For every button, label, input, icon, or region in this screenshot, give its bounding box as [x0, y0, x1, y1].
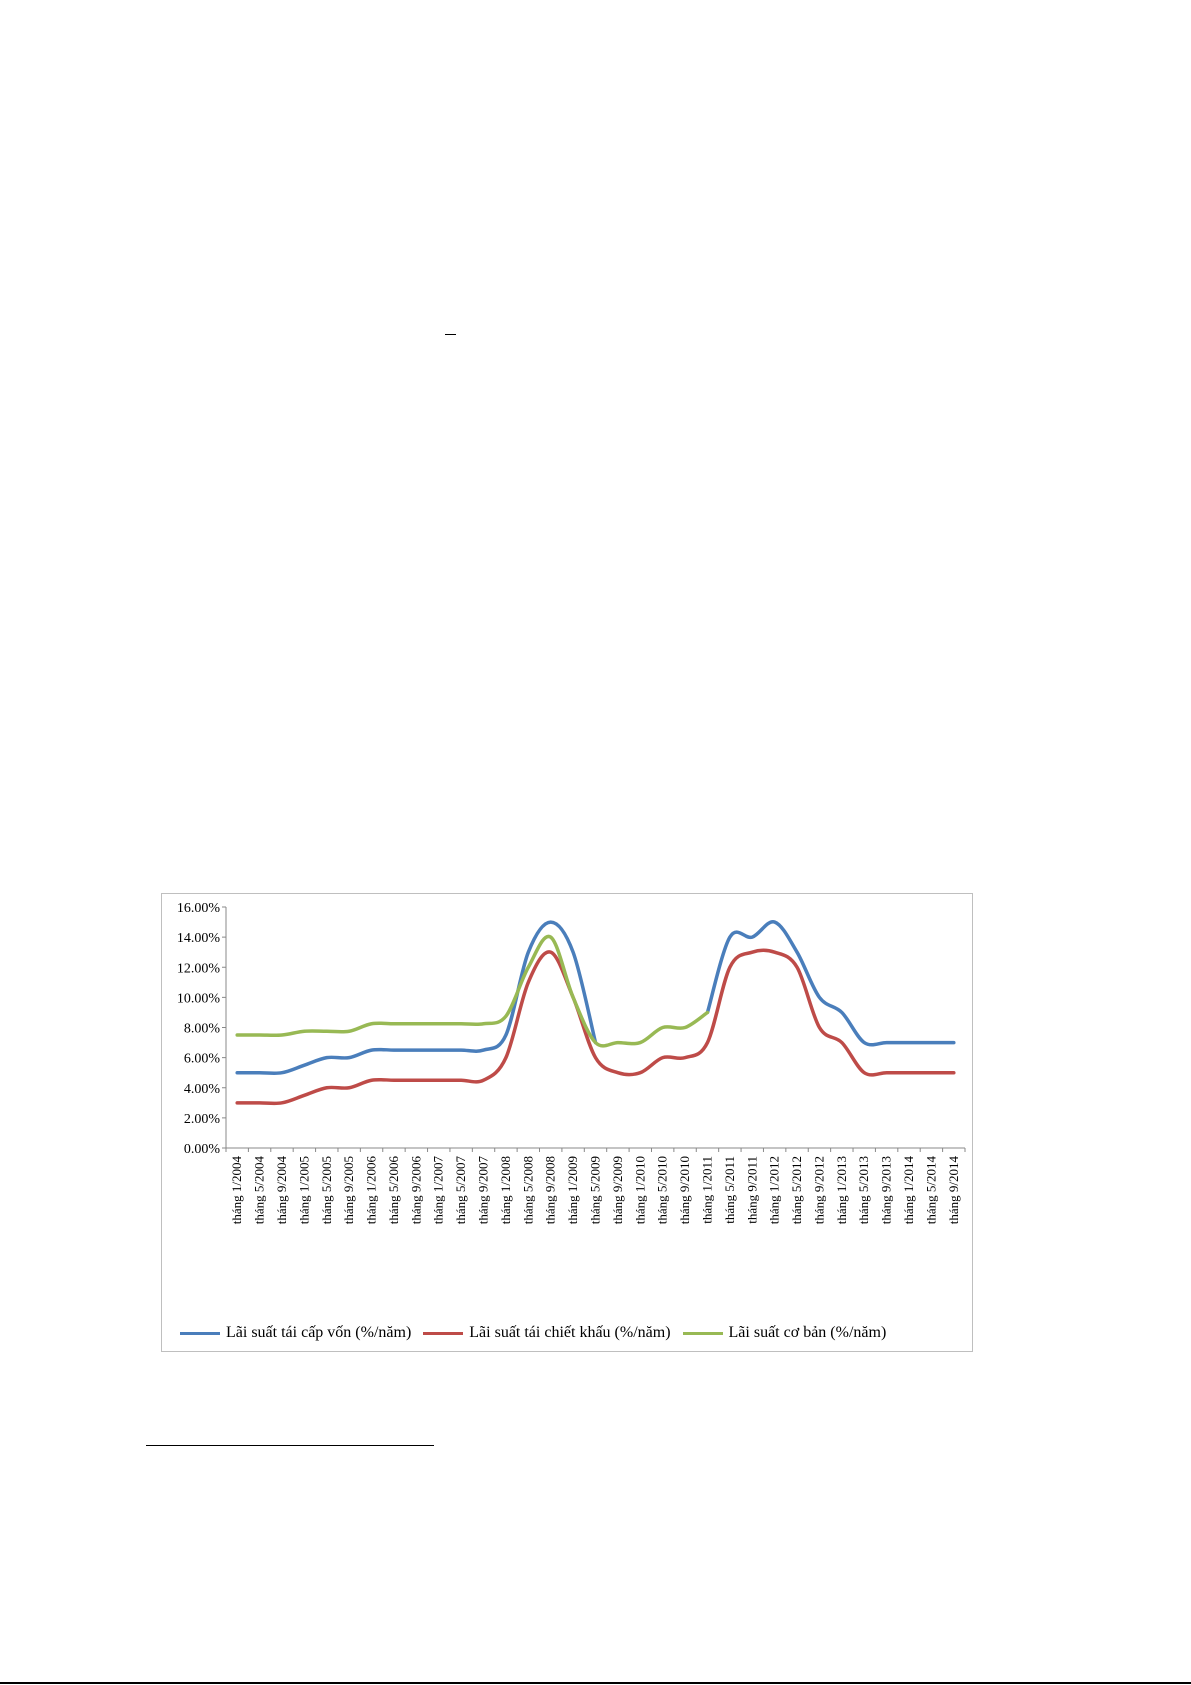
- legend-swatch: [423, 1331, 464, 1335]
- y-tick-label: 12.00%: [177, 961, 221, 976]
- y-tick-label: 16.00%: [177, 901, 221, 916]
- legend-label: Lãi suất cơ bản (%/năm): [728, 1324, 887, 1341]
- x-tick-label: tháng 9/2007: [476, 1156, 491, 1225]
- x-tick-label: tháng 1/2005: [296, 1156, 311, 1224]
- x-tick-label: tháng 9/2010: [677, 1156, 692, 1224]
- x-tick-label: tháng 1/2004: [229, 1156, 244, 1225]
- chart: 0.00% 2.00% 4.00% 6.00% 8.00% 10.00% 12.00% 14.…: [161, 893, 973, 1352]
- x-tick-label: tháng 5/2007: [453, 1156, 468, 1225]
- legend-item: Lãi suất tái chiết khấu (%/năm): [423, 1324, 671, 1342]
- x-tick-label: tháng 5/2006: [386, 1156, 401, 1225]
- series-line-2: [235, 948, 956, 1106]
- legend-swatch: [180, 1331, 220, 1335]
- x-tick-label: tháng 5/2013: [856, 1156, 871, 1224]
- chart-legend: Lãi suất tái cấp vốn (%/năm) Lãi suất tái…: [180, 1321, 960, 1345]
- x-tick-label: tháng 9/2005: [341, 1156, 356, 1224]
- x-tick-label: tháng 5/2010: [655, 1156, 670, 1224]
- x-tick-label: tháng 9/2009: [610, 1156, 625, 1224]
- x-tick-label: tháng 1/2013: [834, 1156, 849, 1224]
- x-tick-label: tháng 5/2008: [520, 1156, 535, 1224]
- x-tick-label: tháng 9/2011: [744, 1156, 759, 1224]
- y-tick-label: 6.00%: [184, 1052, 221, 1067]
- y-tick-label: 4.00%: [184, 1082, 221, 1097]
- x-tick-label: tháng 9/2014: [946, 1156, 961, 1225]
- series-line-3: [235, 934, 710, 1048]
- x-tick-label: tháng 5/2011: [722, 1156, 737, 1224]
- legend-item: Lãi suất cơ bản (%/năm): [682, 1324, 887, 1342]
- x-tick-label: tháng 9/2008: [543, 1156, 558, 1224]
- x-tick-label: tháng 5/2014: [923, 1156, 938, 1225]
- y-tick-label: 10.00%: [177, 991, 221, 1006]
- x-tick-label: tháng 9/2006: [408, 1156, 423, 1225]
- x-tick-label: tháng 5/2012: [789, 1156, 804, 1224]
- page-bottom-rule: [0, 1682, 1191, 1684]
- legend-swatch: [682, 1331, 723, 1335]
- footnote-separator: [146, 1445, 434, 1446]
- x-tick-label: tháng 1/2009: [565, 1156, 580, 1224]
- x-tick-label: tháng 1/2014: [901, 1156, 916, 1225]
- y-tick-label: 8.00%: [184, 1022, 221, 1037]
- y-tick-label: 0.00%: [184, 1142, 221, 1157]
- legend-label: Lãi suất tái cấp vốn (%/năm): [226, 1324, 412, 1341]
- x-tick-label: tháng 1/2010: [632, 1156, 647, 1224]
- x-tick-label: tháng 9/2004: [274, 1156, 289, 1225]
- y-tick-label: 14.00%: [177, 931, 221, 946]
- x-tick-label: tháng 1/2007: [431, 1156, 446, 1225]
- x-tick-label: tháng 5/2009: [588, 1156, 603, 1224]
- x-tick-label: tháng 5/2004: [252, 1156, 267, 1225]
- legend-item: Lãi suất tái cấp vốn (%/năm): [180, 1324, 411, 1342]
- x-tick-label: tháng 1/2006: [364, 1156, 379, 1225]
- x-tick-label: tháng 9/2013: [879, 1156, 894, 1224]
- series-line-1: [235, 920, 598, 1075]
- x-tick-label: tháng 1/2011: [699, 1156, 714, 1224]
- x-tick-label: tháng 9/2012: [811, 1156, 826, 1224]
- chart-svg: 0.00% 2.00% 4.00% 6.00% 8.00% 10.00% 12.00% 14.…: [177, 901, 966, 1225]
- series-line-1: [705, 920, 956, 1047]
- x-tick-label: tháng 5/2005: [319, 1156, 334, 1224]
- x-tick-label: tháng 1/2012: [767, 1156, 782, 1224]
- legend-label: Lãi suất tái chiết khấu (%/năm): [469, 1324, 671, 1341]
- text-mark: [445, 334, 456, 335]
- y-tick-label: 2.00%: [184, 1112, 221, 1127]
- x-tick-label: tháng 1/2008: [498, 1156, 513, 1224]
